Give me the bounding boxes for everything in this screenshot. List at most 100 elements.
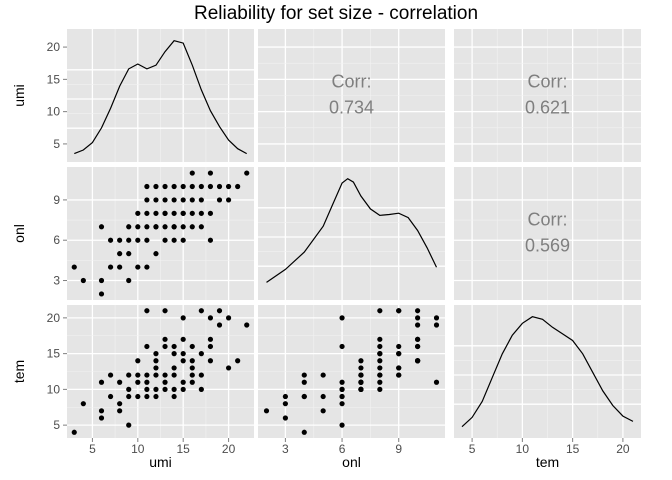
scatter-point [171, 197, 177, 203]
scatter-point [216, 197, 223, 203]
scatter-point [117, 379, 123, 385]
scatter-point [126, 372, 132, 378]
scatter-point [153, 372, 159, 378]
scatter-point [180, 197, 186, 203]
scatter-point [180, 358, 186, 364]
scatter-point [171, 183, 177, 190]
scatter-point [320, 408, 326, 414]
scatter-point [301, 379, 307, 385]
scatter-point [162, 379, 168, 385]
scatter-point [162, 343, 168, 350]
chart-title: Reliability for set size - correlation [194, 3, 478, 24]
scatter-point [415, 358, 421, 364]
scatter-point [216, 322, 223, 328]
scatter-point [433, 315, 440, 321]
x-tick-label: 20 [616, 442, 630, 456]
scatter-point [135, 264, 141, 270]
y-tick-label: 20 [47, 40, 61, 54]
scatter-point [153, 197, 159, 203]
x-tick-label: 5 [469, 442, 476, 456]
scatter-point [189, 379, 195, 385]
scatter-point [135, 393, 141, 400]
scatter-point [207, 336, 214, 342]
scatter-point [126, 393, 132, 400]
scatter-point [189, 358, 195, 364]
scatter-point [415, 308, 421, 314]
scatter-point [71, 429, 77, 435]
scatter-point [144, 183, 150, 190]
scatter-point [198, 372, 204, 378]
scatter-point [98, 408, 105, 414]
scatter-point [162, 386, 168, 392]
scatter-point [135, 379, 141, 385]
scatter-point [153, 358, 159, 364]
scatter-point [235, 183, 241, 190]
scatter-point [171, 237, 177, 243]
scatter-point [225, 315, 232, 321]
scatter-point [207, 343, 214, 350]
scatter-point [377, 379, 383, 385]
scatter-point [126, 251, 132, 257]
scatter-point [339, 379, 345, 385]
scatter-point [396, 372, 402, 378]
scatter-point [377, 351, 383, 357]
scatter-point [320, 372, 326, 378]
x-tick-label: 10 [516, 442, 530, 456]
scatter-point [339, 343, 345, 350]
y-axis-label-tem: tem [11, 360, 27, 383]
scatter-point [377, 372, 383, 378]
scatter-point [198, 210, 204, 216]
scatter-point [216, 308, 223, 314]
scatter-point [171, 365, 177, 371]
scatter-point [320, 393, 326, 400]
scatter-point [135, 358, 141, 364]
scatter-point [358, 379, 364, 385]
scatter-point [396, 308, 402, 314]
scatter-point [144, 224, 150, 230]
scatter-point [126, 277, 132, 284]
y-tick-label: 10 [47, 105, 61, 119]
scatter-point [180, 224, 186, 230]
y-tick-label: 9 [53, 193, 60, 207]
scatter-point [180, 379, 186, 385]
scatter-point [107, 237, 114, 243]
x-axis-label-onl: onl [342, 454, 361, 470]
scatter-point [117, 264, 123, 270]
scatter-point [301, 429, 307, 435]
scatter-point [117, 401, 123, 407]
scatter-point [171, 372, 177, 378]
scatter-point [207, 358, 214, 364]
scatter-point [396, 351, 402, 357]
scatter-point [107, 393, 114, 400]
scatter-point [117, 408, 123, 414]
scatter-point [171, 210, 177, 216]
scatter-point [153, 365, 159, 371]
scatter-point [189, 183, 195, 190]
x-tick-label: 9 [395, 442, 402, 456]
y-tick-label: 15 [47, 347, 61, 361]
scatter-point [144, 379, 150, 385]
scatter-point [180, 210, 186, 216]
scatter-point [235, 358, 241, 364]
scatter-point [162, 197, 168, 203]
scatter-point [189, 224, 195, 230]
scatter-point [339, 401, 345, 407]
scatter-point [377, 308, 383, 314]
scatter-point [198, 224, 204, 230]
corr-label: Corr: [332, 72, 372, 92]
scatter-point [144, 237, 150, 243]
scatter-point [171, 351, 177, 357]
scatter-point [339, 386, 345, 392]
scatter-point [135, 210, 141, 216]
corr-value: 0.569 [525, 236, 570, 256]
scatter-point [207, 170, 214, 176]
scatter-point [171, 343, 177, 350]
scatter-point [189, 210, 195, 216]
scatter-point [144, 264, 150, 270]
scatter-point [117, 251, 123, 257]
panel-onl-onl [258, 167, 445, 300]
scatter-point [162, 336, 168, 342]
x-tick-label: 20 [222, 442, 236, 456]
